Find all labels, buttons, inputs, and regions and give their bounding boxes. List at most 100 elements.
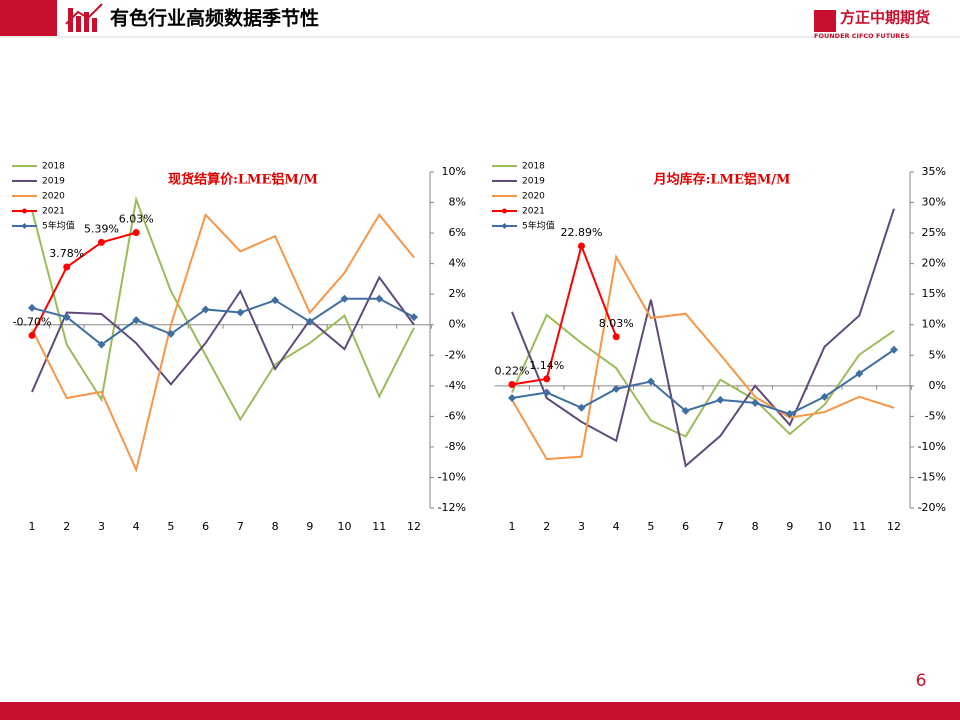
point (646, 377, 655, 386)
y-tick-label: -8% (445, 440, 466, 453)
x-tick-label: 11 (852, 520, 866, 533)
legend-label: 2019 (522, 177, 545, 187)
point (855, 369, 864, 378)
legend-label: 2019 (42, 177, 65, 187)
y-tick-label: 5% (929, 348, 946, 361)
y-tick-label: -12% (438, 501, 466, 514)
point (97, 238, 105, 246)
x-tick-label: 1 (509, 520, 516, 533)
x-tick-label: 3 (98, 520, 105, 533)
y-tick-label: -10% (918, 440, 946, 453)
x-tick-label: 7 (717, 520, 724, 533)
y-tick-label: -4% (445, 379, 466, 392)
y-tick-label: 20% (922, 257, 946, 270)
point (375, 294, 384, 303)
logo-en: FOUNDER CIFCO FUTURES (814, 32, 910, 40)
point (28, 303, 36, 312)
point (681, 406, 690, 415)
footer-bar (0, 702, 960, 720)
point (577, 403, 586, 412)
series-line (511, 208, 895, 468)
page-number: 6 (916, 671, 927, 691)
x-tick-label: 12 (887, 520, 901, 533)
x-tick-label: 6 (202, 520, 209, 533)
chart-title: 现货结算价:LME铝M/M (168, 172, 318, 188)
y-tick-label: -15% (918, 470, 946, 483)
point (410, 313, 418, 322)
y-tick-label: 10% (922, 318, 946, 331)
point (820, 392, 829, 401)
x-tick-label: 8 (752, 520, 759, 533)
series-line (511, 313, 895, 438)
logo-mark (814, 10, 836, 32)
y-tick-label: -5% (925, 409, 946, 422)
y-tick-label: 10% (442, 165, 466, 178)
header-bar (0, 0, 57, 36)
x-tick-label: 11 (372, 520, 386, 533)
x-tick-label: 1 (29, 520, 36, 533)
point (97, 340, 106, 349)
point (28, 331, 36, 339)
x-tick-label: 9 (306, 520, 313, 533)
y-tick-label: 35% (922, 165, 946, 178)
data-label: 5.39% (84, 222, 119, 235)
y-tick-label: -20% (918, 501, 946, 514)
point (543, 375, 551, 383)
data-label: 0.22% (495, 364, 530, 377)
y-tick-label: 25% (922, 226, 946, 239)
point (612, 333, 620, 341)
y-tick-label: 0% (449, 318, 466, 331)
data-label: 8.03% (599, 317, 634, 330)
point (785, 409, 794, 418)
point (340, 294, 349, 303)
series-line (511, 242, 618, 386)
x-tick-label: 5 (167, 520, 174, 533)
y-tick-label: -10% (438, 470, 466, 483)
x-tick-label: 2 (543, 520, 550, 533)
point (236, 308, 245, 317)
x-tick-label: 8 (272, 520, 279, 533)
legend-label: 2020 (522, 192, 545, 202)
series-line (511, 253, 895, 461)
data-label: 22.89% (560, 226, 602, 239)
x-tick-label: 9 (786, 520, 793, 533)
point (201, 305, 210, 314)
legend-label: 2021 (42, 207, 65, 217)
legend-label: 2018 (42, 162, 65, 172)
header-title: 有色行业高频数据季节性 (110, 7, 319, 30)
legend-label: 5年均值 (522, 220, 555, 232)
series-line (31, 195, 415, 422)
legend-marker (502, 208, 507, 214)
series-line (31, 212, 415, 473)
point (612, 384, 621, 393)
x-tick-label: 4 (133, 520, 140, 533)
x-tick-label: 12 (407, 520, 421, 533)
x-tick-label: 10 (818, 520, 832, 533)
point (508, 380, 516, 388)
x-tick-label: 6 (682, 520, 689, 533)
y-tick-label: 15% (922, 287, 946, 300)
x-tick-label: 5 (647, 520, 654, 533)
y-tick-label: 0% (929, 379, 946, 392)
data-label: -0.70% (13, 315, 52, 328)
legend-label: 2020 (42, 192, 65, 202)
point (890, 345, 898, 354)
point (751, 398, 760, 407)
data-label: 1.14% (529, 359, 564, 372)
y-tick-label: 30% (922, 196, 946, 209)
legend-marker (22, 208, 27, 214)
x-tick-label: 4 (613, 520, 620, 533)
point (542, 388, 551, 397)
y-tick-label: 4% (449, 257, 466, 270)
point (271, 296, 280, 305)
point (132, 316, 141, 325)
legend-marker (501, 223, 508, 229)
header-icon (65, 3, 103, 32)
y-tick-label: 8% (449, 196, 466, 209)
x-tick-label: 10 (338, 520, 352, 533)
legend-label: 5年均值 (42, 220, 75, 232)
series-line (511, 348, 895, 415)
series-line (31, 297, 415, 346)
chart-title: 月均库存:LME铝M/M (653, 172, 791, 188)
